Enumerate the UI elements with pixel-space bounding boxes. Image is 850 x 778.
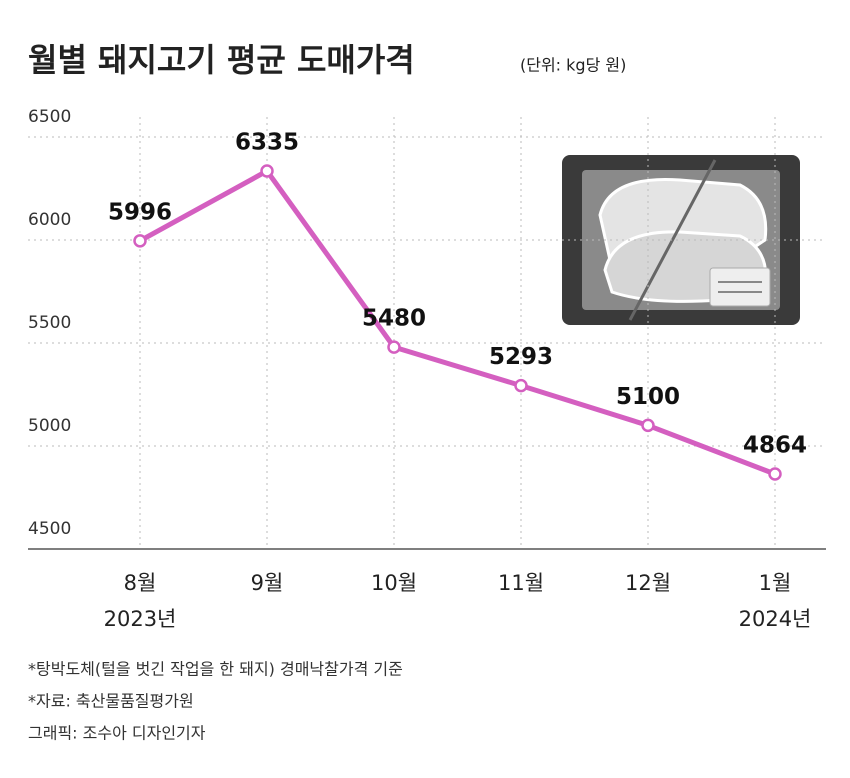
meat-illustration — [562, 155, 800, 325]
footnote: 그래픽: 조수아 디자인기자 — [28, 724, 206, 743]
y-tick-label: 5000 — [28, 416, 71, 436]
chart-subtitle: (단위: kg당 원) — [520, 56, 626, 75]
value-label: 4864 — [743, 433, 807, 459]
x-tick-label: 12월 — [625, 571, 671, 595]
point — [641, 418, 655, 433]
value-label: 5293 — [489, 344, 553, 370]
x-year-label: 2023년 — [104, 607, 177, 631]
footnote: *자료: 축산물품질평가원 — [28, 692, 194, 711]
x-tick-label: 9월 — [251, 571, 284, 595]
x-year-label: 2024년 — [739, 607, 812, 631]
point — [514, 378, 528, 393]
value-label: 5480 — [362, 306, 426, 332]
chart-title: 월별 돼지고기 평균 도매가격 — [28, 41, 415, 79]
point — [768, 467, 782, 481]
x-tick-label: 8월 — [124, 571, 157, 595]
line — [138, 168, 776, 477]
y-tick-label: 4500 — [28, 519, 71, 539]
y-tick-label: 6500 — [28, 107, 71, 127]
point — [387, 340, 401, 354]
y-tick-label: 6000 — [28, 210, 71, 230]
x-tick-label: 10월 — [371, 571, 417, 595]
x-tick-label: 11월 — [498, 571, 544, 595]
x-tick-label: 1월 — [759, 571, 792, 595]
y-tick-label: 5500 — [28, 313, 71, 333]
footnote: *탕박도체(털을 벗긴 작업을 한 돼지) 경매낙찰가격 기준 — [28, 660, 403, 679]
point — [260, 164, 274, 178]
point — [133, 234, 147, 248]
value-label: 5996 — [108, 199, 172, 225]
value-label: 5100 — [616, 384, 680, 410]
value-label: 6335 — [235, 129, 299, 155]
